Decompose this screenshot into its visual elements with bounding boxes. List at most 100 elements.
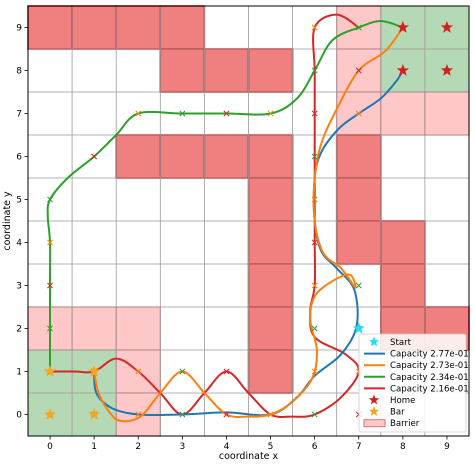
x-marker	[311, 67, 318, 74]
x-marker	[135, 110, 142, 117]
x-marker	[311, 282, 318, 289]
x-marker-stroke	[311, 368, 318, 375]
y-tick-label: 5	[16, 196, 22, 206]
barrier-strong-cell	[203, 48, 250, 93]
star-markers	[43, 21, 454, 420]
x-marker	[179, 411, 186, 418]
x-marker-stroke	[311, 153, 318, 160]
home-star	[396, 64, 409, 76]
x-marker	[311, 239, 318, 246]
x-marker-stroke	[311, 325, 318, 332]
x-marker	[135, 411, 142, 418]
legend-item: Capacity 2.34e-01	[364, 373, 469, 383]
home-star	[440, 64, 454, 76]
barrier-light-cell	[380, 91, 426, 136]
bar-star	[88, 408, 101, 420]
x-marker-stroke	[223, 110, 230, 117]
x-marker-stroke	[179, 411, 186, 418]
y-tick-label: 9	[16, 24, 22, 34]
legend-label: Capacity 2.73e-01	[390, 361, 469, 371]
y-tick-label: 8	[16, 67, 22, 77]
barrier-strong-cell	[115, 134, 162, 179]
y-tick-label: 1	[16, 368, 22, 378]
legend-label: Capacity 2.34e-01	[390, 373, 469, 383]
barrier-strong-cell	[27, 5, 73, 50]
legend-label: Barrier	[390, 419, 420, 429]
x-marker-stroke	[135, 110, 142, 117]
x-tick-label: 1	[91, 442, 97, 452]
cells-layer	[27, 5, 470, 437]
x-marker	[311, 368, 318, 375]
x-tick-label: 2	[135, 442, 141, 452]
x-tick-label: 0	[47, 442, 53, 452]
legend-box	[358, 333, 467, 433]
x-marker	[311, 411, 318, 418]
legend-star-icon	[368, 394, 380, 405]
x-tick-label: 5	[268, 442, 274, 452]
barrier-strong-cell	[335, 134, 382, 179]
barrier-strong-cell	[247, 263, 294, 308]
axis-ticks: 0 1 2 3 4 5 6 7 8 9 0 1 2 3 4 5 6 7 8 9	[16, 24, 450, 452]
x-marker	[355, 282, 362, 289]
x-marker-stroke	[311, 110, 318, 117]
legend-star-icon	[368, 406, 380, 416]
x-marker	[223, 110, 230, 117]
x-marker-stroke	[311, 67, 318, 74]
barrier-light-cell	[424, 91, 470, 136]
x-tick-label: 8	[400, 442, 406, 452]
x-marker-stroke	[311, 282, 318, 289]
y-axis-label: coordinate y	[2, 191, 13, 251]
y-tick-label: 6	[16, 153, 22, 163]
barrier-strong-cell	[203, 134, 250, 179]
x-marker-stroke	[47, 282, 54, 289]
barrier-strong-cell	[335, 220, 382, 265]
x-marker	[47, 239, 54, 246]
y-tick-label: 7	[16, 110, 22, 120]
legend-patch-icon	[363, 419, 386, 428]
x-marker	[311, 325, 318, 332]
home-star	[440, 21, 454, 33]
x-marker	[47, 325, 54, 332]
legend-item: Home	[368, 394, 415, 406]
x-marker	[311, 110, 318, 117]
x-marker-stroke	[267, 110, 274, 117]
x-marker	[355, 67, 362, 74]
x-marker	[267, 411, 274, 418]
x-tick-label: 3	[179, 442, 185, 452]
x-marker-stroke	[355, 24, 362, 31]
x-marker-stroke	[355, 282, 362, 289]
x-tick-label: 6	[312, 442, 318, 452]
legend-item: Capacity 2.73e-01	[364, 361, 469, 371]
x-marker-stroke	[223, 368, 230, 375]
x-marker-stroke	[223, 411, 230, 418]
x-marker	[179, 110, 186, 117]
x-marker-stroke	[47, 325, 54, 332]
barrier-strong-cell	[115, 5, 162, 50]
barrier-strong-cell	[159, 5, 206, 50]
barrier-strong-cell	[379, 263, 426, 308]
x-marker	[223, 368, 230, 375]
bar-star	[43, 408, 57, 420]
y-tick-label: 4	[16, 239, 22, 249]
barrier-strong-cell	[247, 177, 294, 222]
y-tick-label: 0	[16, 411, 22, 421]
x-marker-stroke	[47, 239, 54, 246]
x-marker-stroke	[179, 368, 186, 375]
barrier-strong-cell	[335, 177, 382, 222]
x-marker	[91, 153, 98, 160]
barrier-light-cell	[71, 306, 117, 351]
y-tick-label: 2	[16, 325, 22, 335]
barrier-strong-cell	[379, 220, 426, 265]
plot-frame	[27, 5, 470, 437]
bar-star	[43, 365, 57, 377]
x-marker	[135, 368, 142, 375]
home-star	[396, 21, 409, 33]
x-marker-stroke	[355, 110, 362, 117]
x-marker-stroke	[135, 368, 142, 375]
x-marker	[311, 24, 318, 31]
legend-item: Start	[368, 336, 412, 348]
x-marker-stroke	[311, 24, 318, 31]
x-marker	[267, 110, 274, 117]
